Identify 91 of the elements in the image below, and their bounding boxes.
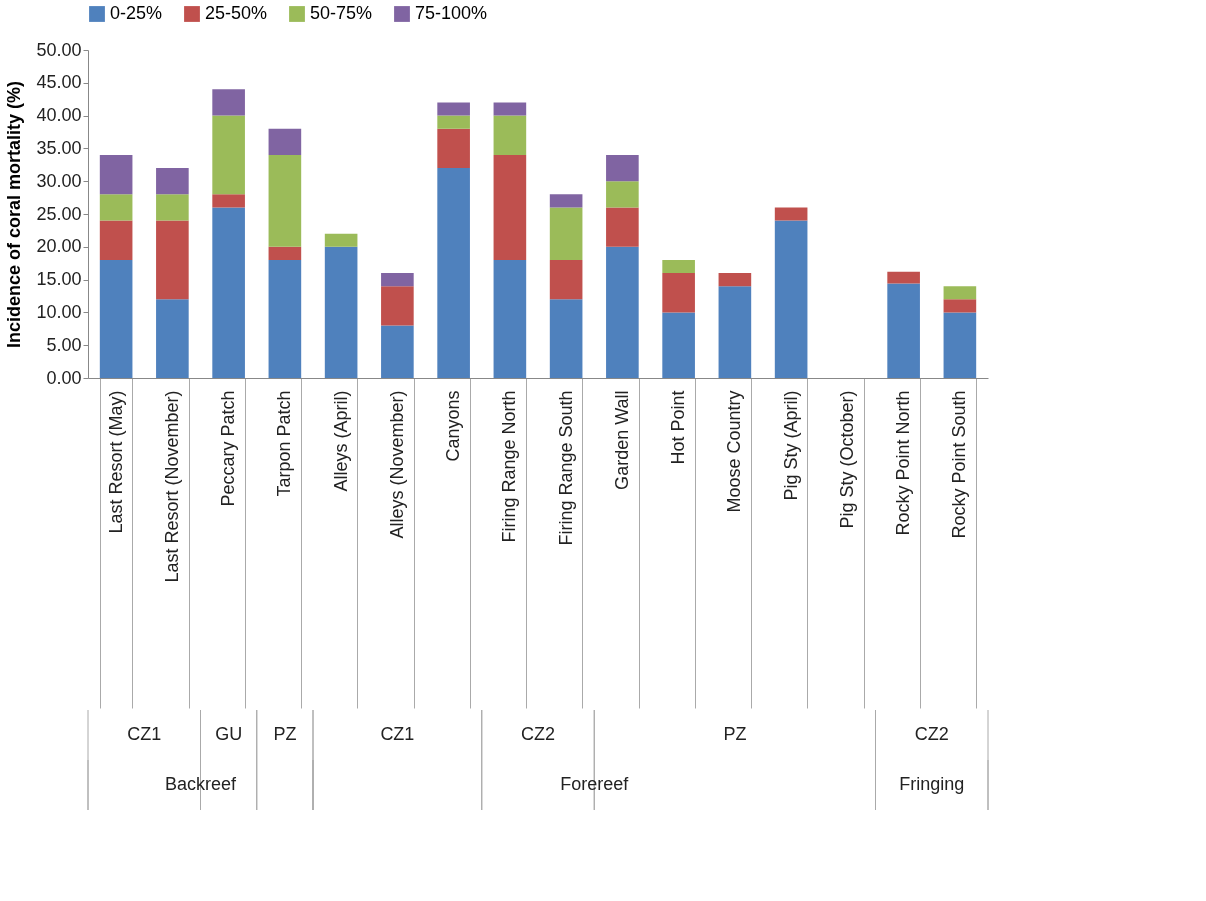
bar (156, 194, 189, 221)
x-tick-label: Peccary Patch (218, 390, 239, 507)
y-tick-label: 0.00 (46, 367, 82, 388)
x-tick-label: Tarpon Patch (274, 390, 295, 497)
bar (212, 115, 245, 195)
y-tick-label: 35.00 (36, 137, 82, 158)
bar (493, 115, 527, 155)
bar (381, 325, 414, 378)
x-tick-label: Last Resort (November) (161, 390, 182, 583)
bar (606, 207, 639, 247)
text: CZ2 (520, 724, 556, 744)
y-tick-label: 25.00 (36, 203, 82, 224)
x-tick-label: Alleys (April) (330, 390, 351, 492)
bar (549, 259, 583, 300)
bar (381, 273, 414, 287)
x-tick-label: Rocky Point South (949, 390, 970, 539)
x-tick-label: Garden Wall (611, 390, 632, 490)
bar (212, 89, 245, 116)
bar (887, 283, 920, 378)
bar (437, 168, 470, 378)
y-tick-label: 40.00 (36, 105, 82, 126)
x-tick-label: Pig Sty (October) (836, 390, 857, 529)
bar (156, 220, 189, 300)
bar (212, 207, 245, 378)
y-tick-label: 30.00 (36, 170, 82, 191)
bar (156, 168, 189, 195)
bar (437, 102, 470, 116)
x-tick-label: Rocky Point North (893, 390, 914, 536)
bar (943, 312, 977, 378)
bar (718, 286, 752, 378)
bar (324, 233, 358, 247)
text: Fringing (899, 774, 965, 794)
x-tick-label: Firing Range North (499, 390, 520, 543)
y-tick-label: 5.00 (46, 334, 82, 355)
x-tick-label: Last Resort (May) (105, 390, 126, 534)
legend-label: 75-100% (415, 3, 488, 23)
bar (943, 299, 977, 313)
y-tick-label: 10.00 (36, 301, 82, 322)
bar (662, 273, 695, 313)
text: Backreef (164, 774, 238, 794)
bar (493, 154, 527, 260)
bar (549, 194, 583, 208)
bar (943, 286, 977, 300)
text: CZ1 (380, 724, 415, 744)
text: Forereef (560, 774, 630, 794)
y-tick-label: 15.00 (36, 269, 82, 290)
bar (606, 246, 639, 378)
y-axis-title: Incidence of coral mortality (%) (4, 80, 25, 349)
bar (718, 273, 752, 287)
x-tick-label: Moose Country (724, 390, 745, 513)
text: CZ1 (127, 724, 162, 744)
bar (437, 128, 470, 169)
text: PZ (723, 724, 747, 744)
x-tick-label: Hot Point (668, 390, 689, 465)
bar (662, 312, 695, 378)
bar (606, 154, 639, 182)
legend-label: 25-50% (205, 3, 268, 23)
bar (268, 154, 302, 247)
legend-label: 50-75% (310, 3, 373, 23)
bar (268, 128, 302, 155)
bar (99, 194, 133, 221)
bar (212, 194, 245, 208)
bar (437, 115, 470, 129)
y-tick-label: 50.00 (36, 39, 82, 60)
text: PZ (273, 724, 297, 744)
bar (268, 259, 302, 378)
y-tick-label: 20.00 (36, 236, 82, 257)
x-tick-label: Pig Sty (April) (780, 390, 801, 501)
bar (774, 207, 808, 221)
bar (493, 259, 527, 378)
bar (99, 154, 133, 195)
bar (493, 102, 527, 116)
bar (99, 220, 133, 260)
bar (549, 299, 583, 378)
text: GU (215, 724, 243, 744)
legend-label: 0-25% (110, 3, 163, 23)
bar (324, 246, 358, 378)
bar (99, 259, 133, 378)
bar (156, 299, 189, 378)
bar (381, 286, 414, 326)
bar (606, 181, 639, 208)
text: CZ2 (914, 724, 949, 744)
bar (887, 271, 920, 284)
x-tick-label: Alleys (November) (386, 390, 407, 539)
bar (774, 220, 808, 378)
x-tick-label: Canyons (443, 390, 464, 462)
bar (549, 207, 583, 260)
bar (268, 246, 302, 260)
bar (662, 259, 695, 274)
y-tick-label: 45.00 (36, 72, 82, 93)
x-tick-label: Firing Range South (555, 390, 576, 546)
